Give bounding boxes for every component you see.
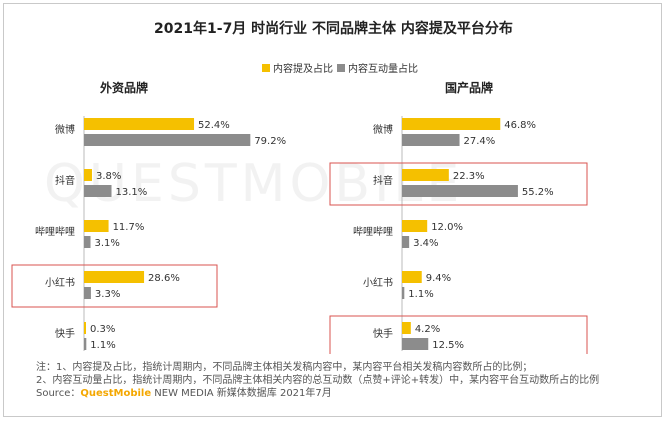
highlight-box [11, 264, 218, 308]
data-label: 9.4% [426, 273, 451, 284]
legend-swatch-interaction [337, 63, 345, 72]
category-label: 小红书 [45, 276, 75, 289]
data-label: 3.1% [95, 238, 120, 249]
bar-mention [84, 271, 145, 283]
bar-mention [84, 220, 109, 232]
data-label: 11.7% [113, 222, 145, 233]
category-label: 哔哩哔哩 [353, 225, 393, 238]
data-label: 3.4% [413, 238, 438, 249]
note-1: 注：1、内容提及占比，指统计周期内，不同品牌主体相关发稿内容中，某内容平台相关发… [36, 362, 533, 373]
data-label: 12.5% [432, 340, 464, 351]
legend: 内容提及占比 内容互动量占比 [262, 60, 422, 75]
bar-interaction [402, 287, 405, 299]
panel-title-0: 外资品牌 [100, 80, 148, 95]
data-label: 52.4% [198, 120, 230, 131]
bar-mention [402, 169, 449, 181]
bar-interaction [84, 134, 251, 146]
bar-mention [402, 322, 411, 334]
bar-interaction [84, 236, 91, 248]
legend-item-mention: 内容提及占比 [262, 60, 333, 75]
highlight-box [329, 162, 588, 206]
category-label: 微博 [55, 123, 75, 136]
category-label: 抖音 [55, 174, 75, 187]
bar-interaction [402, 236, 410, 248]
bar-mention [402, 220, 428, 232]
category-label: 快手 [55, 327, 75, 340]
source-line: Source：QuestMobile NEW MEDIA 新媒体数据库 2021… [36, 387, 646, 400]
bar-mention [402, 271, 422, 283]
data-label: 27.4% [464, 136, 496, 147]
source-prefix: Source： [36, 388, 81, 399]
chart-title: 2021年1-7月 时尚行业 不同品牌主体 内容提及平台分布 [154, 21, 513, 37]
data-label: 4.2% [415, 324, 440, 335]
data-label: 28.6% [148, 273, 180, 284]
data-label: 13.1% [116, 187, 148, 198]
data-label: 55.2% [522, 187, 554, 198]
source-brand: QuestMobile [80, 388, 152, 399]
source-rest: NEW MEDIA 新媒体数据库 2021年7月 [151, 388, 332, 399]
legend-item-interaction: 内容互动量占比 [337, 60, 418, 75]
footnotes: 注：1、内容提及占比，指统计周期内，不同品牌主体相关发稿内容中，某内容平台相关发… [36, 361, 646, 400]
bar-interaction [402, 134, 460, 146]
category-label: 快手 [373, 327, 393, 340]
data-label: 1.1% [90, 340, 115, 351]
data-label: 1.1% [408, 289, 433, 300]
bar-interaction [84, 338, 87, 350]
bar-mention [84, 322, 86, 334]
category-label: 抖音 [373, 174, 393, 187]
data-label: 3.3% [95, 289, 120, 300]
data-label: 12.0% [431, 222, 463, 233]
category-label: 微博 [373, 123, 393, 136]
data-label: 46.8% [504, 120, 536, 131]
bar-mention [84, 169, 92, 181]
data-label: 3.8% [96, 171, 121, 182]
bar-mention [402, 118, 501, 130]
bar-interaction [402, 338, 429, 350]
bar-mention [84, 118, 195, 130]
note-2: 2、内容互动量占比，指统计周期内，不同品牌主体相关内容的总互动数（点赞+评论+转… [36, 375, 600, 386]
watermark: QUESTMOBILE [44, 154, 464, 214]
bar-interaction [84, 287, 91, 299]
data-label: 79.2% [254, 136, 286, 147]
chart-frame: QUESTMOBILE 2021年1-7月 时尚行业 不同品牌主体 内容提及平台… [3, 3, 662, 417]
category-label: 小红书 [363, 276, 393, 289]
data-label: 0.3% [90, 324, 115, 335]
bar-interaction [402, 185, 518, 197]
highlight-box [329, 315, 588, 354]
category-label: 哔哩哔哩 [35, 225, 75, 238]
legend-label-interaction: 内容互动量占比 [348, 64, 418, 75]
bar-interaction [84, 185, 112, 197]
legend-swatch-mention [262, 63, 270, 72]
panel-title-1: 国产品牌 [445, 80, 493, 95]
data-label: 22.3% [453, 171, 485, 182]
legend-label-mention: 内容提及占比 [273, 64, 333, 75]
